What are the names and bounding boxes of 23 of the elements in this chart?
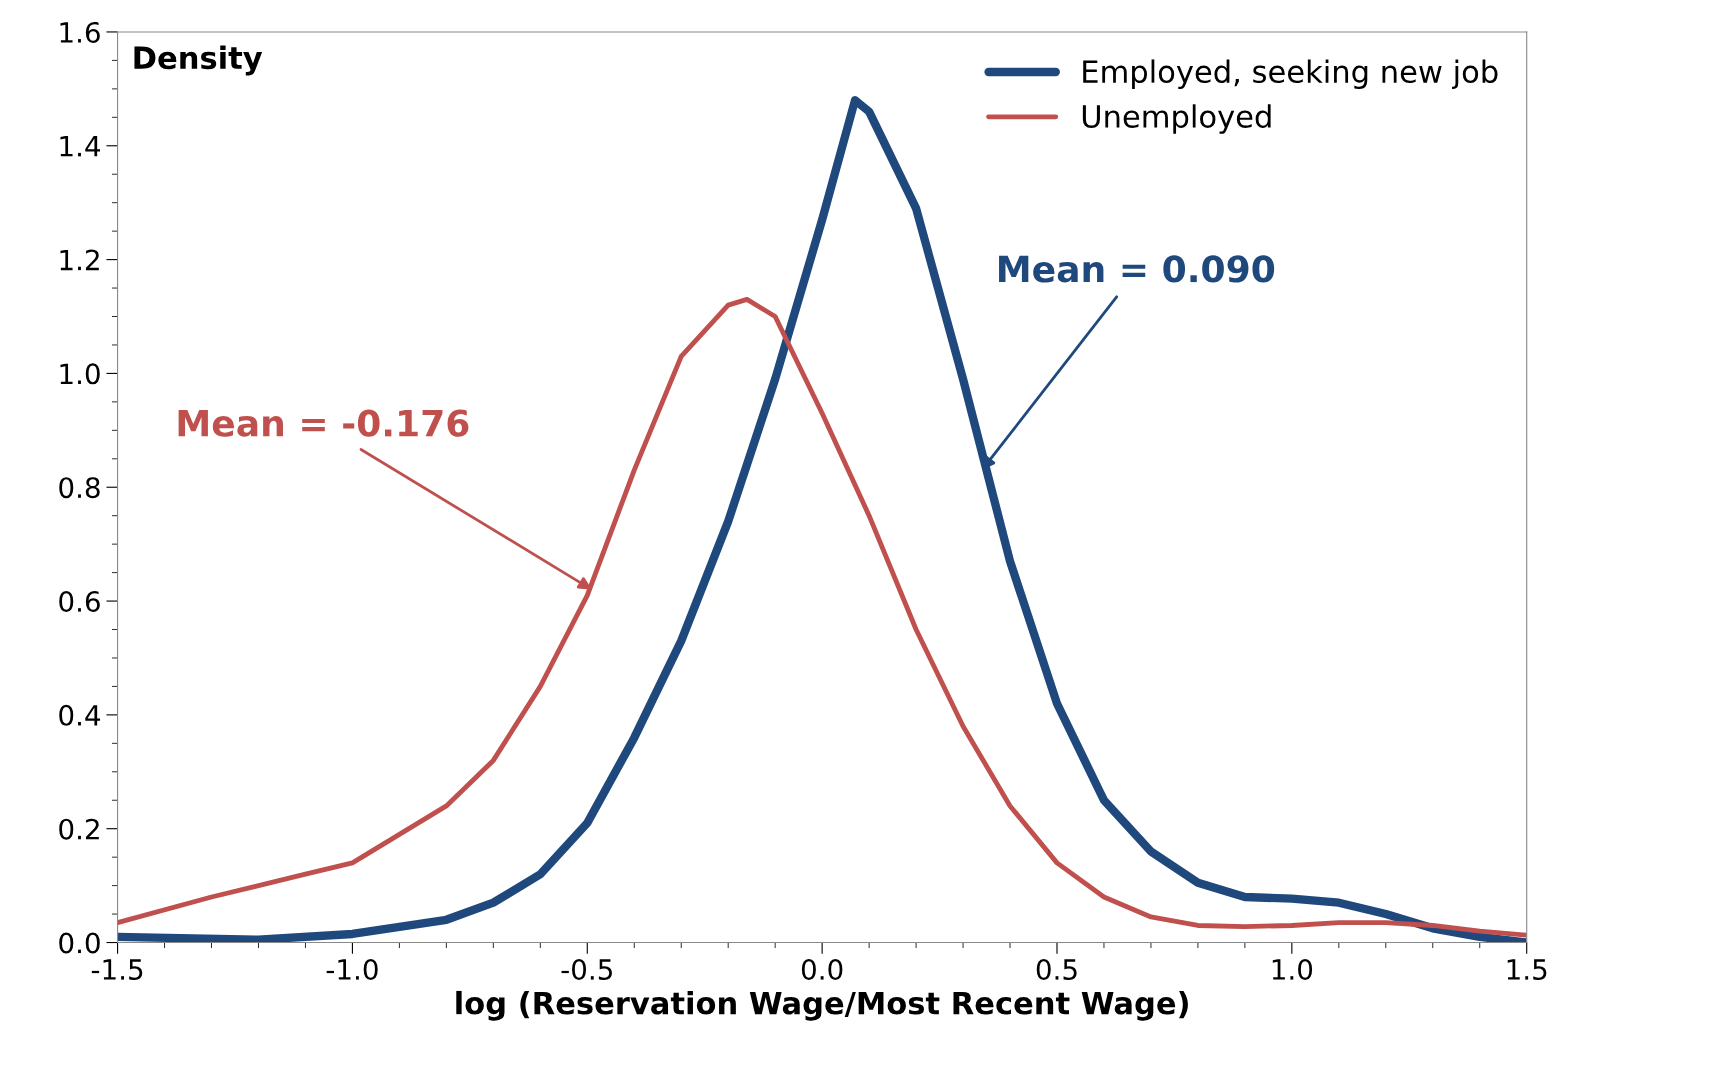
x-tick-label: 0.0 — [801, 958, 843, 980]
line-series — [117, 297, 1527, 938]
x-tick-label: -0.5 — [561, 958, 612, 980]
x-tick-label: 1.0 — [1272, 958, 1313, 980]
x-tick-label: 0.5 — [1036, 958, 1077, 980]
x-tick-label: -1.5 — [91, 959, 143, 980]
annotation: Mean = 0.090 — [999, 255, 1275, 283]
x-axis-title: log (Reservation Wage/Most Recent Wage) — [456, 990, 1188, 1021]
y-tick-label: 1.4 — [60, 136, 101, 157]
y-tick-label: 0.2 — [59, 818, 99, 840]
legend-label: Unemployed — [1082, 104, 1271, 134]
y-tick-label: 1.0 — [60, 363, 100, 385]
y-tick-label: 0.4 — [59, 704, 101, 726]
annotation: Mean = -0.176 — [178, 409, 469, 437]
y-tick-label: 0.6 — [59, 591, 100, 613]
x-tick-label: 1.5 — [1507, 959, 1547, 980]
y-tick-label: 0.8 — [59, 477, 100, 499]
y-tick-label: 0.0 — [59, 932, 100, 954]
y-axis-title: Density — [134, 45, 263, 76]
legend-label: Employed, seeking new job — [1083, 59, 1498, 90]
y-tick-label: 1.2 — [60, 249, 99, 271]
x-tick-label: -1.0 — [326, 958, 378, 980]
y-tick-label: 1.6 — [60, 21, 100, 43]
